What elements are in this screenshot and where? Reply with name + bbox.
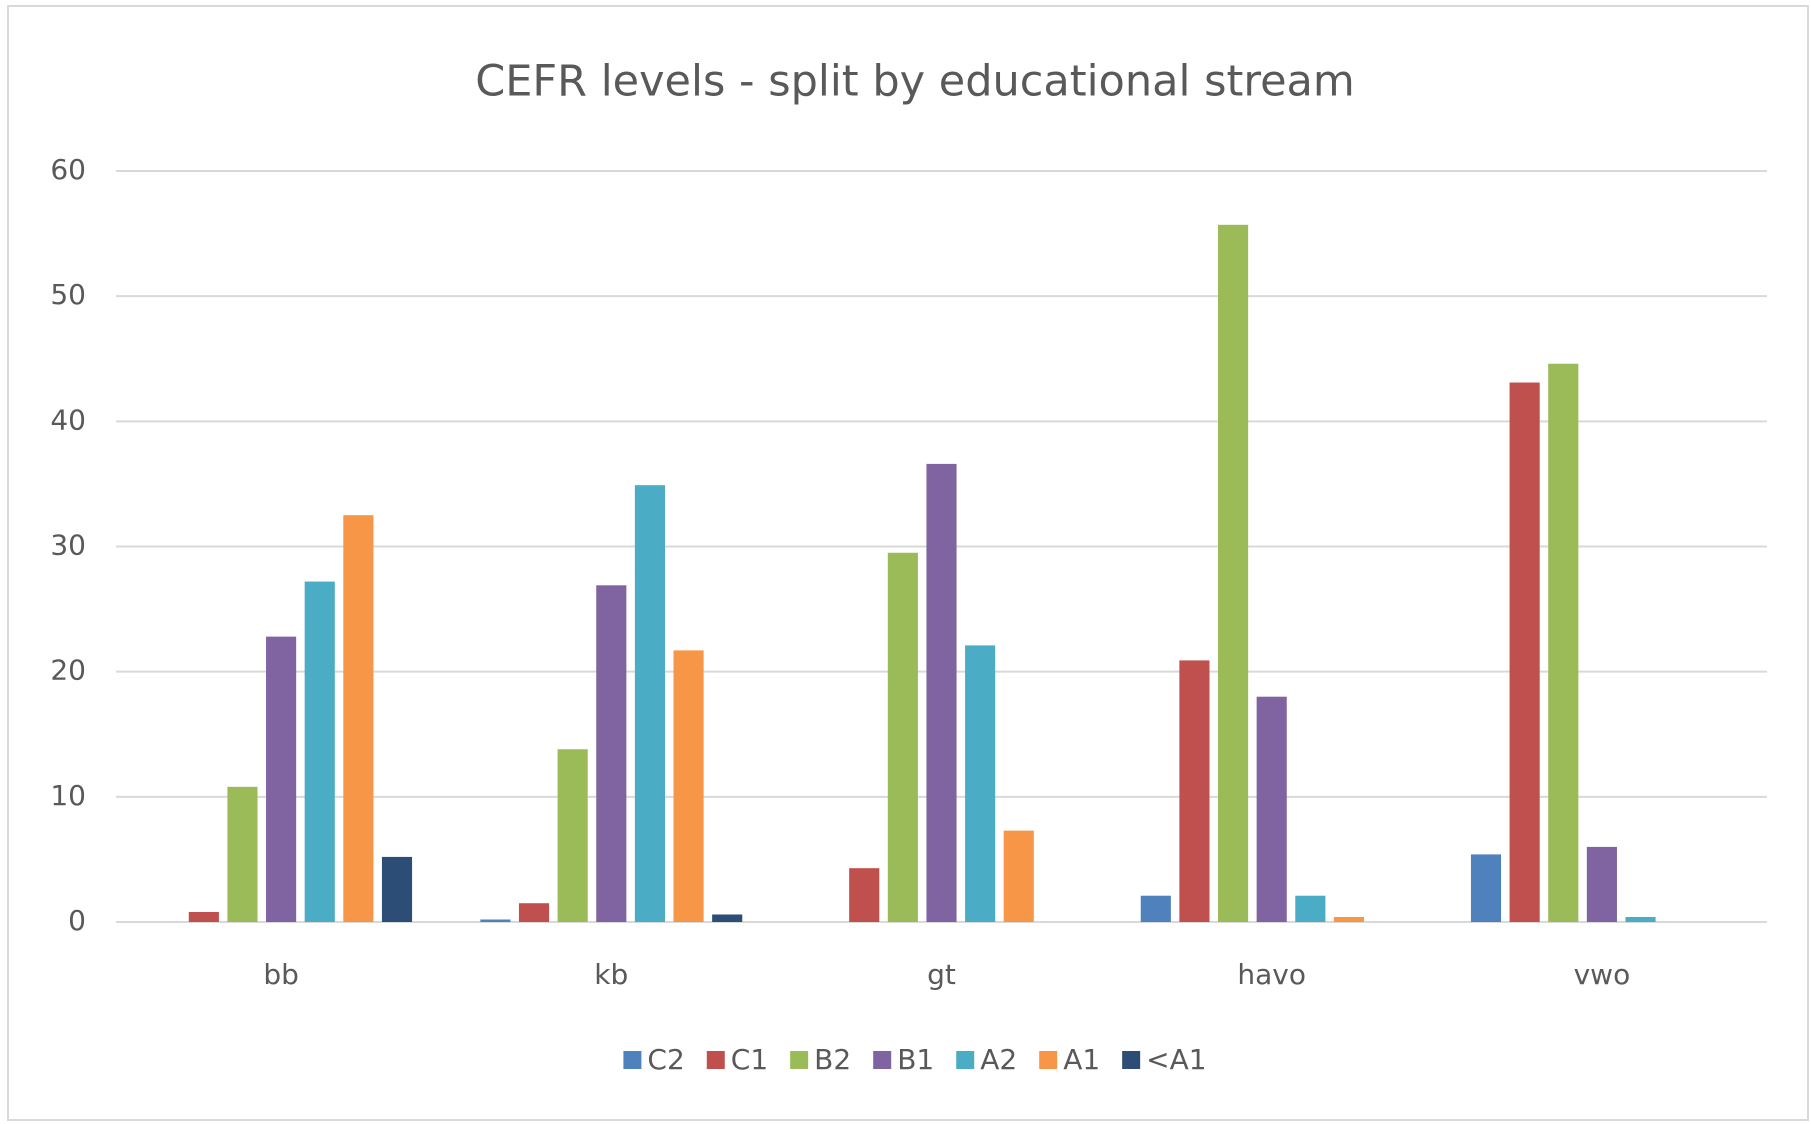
x-tick-label: bb <box>263 958 299 991</box>
legend-label: B1 <box>897 1043 934 1076</box>
chart-title: CEFR levels - split by educational strea… <box>475 57 1355 107</box>
y-tick-label: 30 <box>50 529 86 562</box>
bar <box>1470 854 1502 922</box>
x-tick-label: kb <box>594 958 628 991</box>
y-tick-label: 40 <box>50 403 86 436</box>
legend-label: B2 <box>814 1043 851 1076</box>
bar <box>887 552 918 922</box>
legend-swatch <box>706 1051 725 1069</box>
bar <box>304 581 335 922</box>
bar <box>266 636 297 922</box>
bar <box>596 585 627 922</box>
legend-swatch <box>623 1051 642 1069</box>
bar <box>926 463 957 922</box>
bar <box>1586 846 1617 922</box>
legend-swatch <box>790 1051 809 1069</box>
bar <box>1140 895 1171 922</box>
bar <box>557 749 588 922</box>
bar <box>1003 830 1034 922</box>
bar <box>634 485 666 922</box>
bar <box>712 914 743 922</box>
y-tick-label: 20 <box>50 654 86 687</box>
legend-label: C1 <box>731 1043 768 1076</box>
bar <box>1179 660 1210 922</box>
legend-label: <A1 <box>1146 1043 1206 1076</box>
y-tick-label: 10 <box>50 779 86 812</box>
legend-swatch <box>1039 1051 1058 1069</box>
bar <box>227 786 258 922</box>
bar <box>381 856 413 922</box>
legend-label: A2 <box>980 1043 1017 1076</box>
bar <box>518 903 550 922</box>
bar <box>480 919 511 922</box>
x-tick-label: vwo <box>1574 958 1631 991</box>
bar <box>343 515 374 922</box>
legend-label: A1 <box>1063 1043 1100 1076</box>
bar <box>849 868 880 922</box>
x-tick-label: gt <box>927 958 956 991</box>
bar <box>1256 696 1287 922</box>
bar <box>188 911 219 922</box>
bar <box>1217 224 1249 923</box>
bar <box>1509 382 1540 922</box>
y-tick-label: 50 <box>50 278 86 311</box>
bar <box>1295 895 1326 922</box>
bar <box>965 645 996 922</box>
legend-swatch <box>1122 1051 1141 1069</box>
legend-swatch <box>873 1051 892 1069</box>
x-tick-label: havo <box>1237 958 1306 991</box>
bar <box>1548 363 1579 922</box>
bar <box>673 650 704 922</box>
y-tick-label: 0 <box>68 904 86 937</box>
legend-swatch <box>956 1051 975 1069</box>
bar <box>1625 916 1656 922</box>
y-tick-label: 60 <box>50 153 86 186</box>
bar <box>1333 916 1365 922</box>
legend-label: C2 <box>647 1043 684 1076</box>
